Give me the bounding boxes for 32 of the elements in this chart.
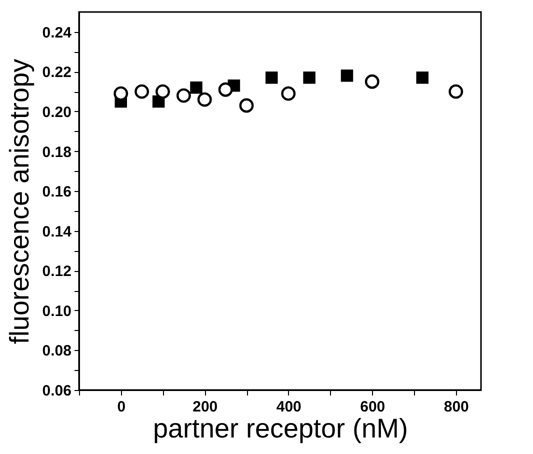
x-tick-label: 0 (117, 398, 126, 416)
point (156, 84, 170, 99)
y-tick-label: 0.08 (42, 342, 72, 360)
point (281, 86, 296, 101)
point (218, 82, 233, 97)
y-tick-label: 0.12 (42, 263, 72, 280)
point (303, 72, 316, 84)
y-tick-label: 0.24 (42, 24, 72, 42)
y-axis-title: fluorescence anisotropy (4, 58, 34, 344)
point (176, 88, 191, 103)
point (266, 72, 278, 84)
y-tick-label: 0.14 (42, 223, 72, 240)
point (197, 92, 212, 107)
y-tick-label: 0.06 (42, 382, 72, 400)
y-tick-label: 0.18 (42, 144, 72, 161)
point (114, 86, 128, 101)
y-tick-label: 0.16 (42, 184, 72, 201)
x-tick-label: 200 (192, 398, 218, 416)
point (416, 72, 428, 84)
point (134, 84, 150, 99)
y-tick-label: 0.22 (42, 64, 72, 82)
y-tick-label: 0.10 (42, 302, 72, 320)
x-tick-label: 800 (444, 398, 469, 416)
point (239, 98, 254, 113)
point (364, 74, 380, 89)
point (190, 81, 202, 94)
x-axis-title: partner receptor (nM) (152, 414, 408, 444)
point (448, 84, 464, 99)
point (340, 70, 354, 82)
x-tick-label: 600 (360, 398, 386, 416)
y-tick-label: 0.20 (42, 104, 72, 121)
x-tick-label: 400 (276, 398, 302, 416)
